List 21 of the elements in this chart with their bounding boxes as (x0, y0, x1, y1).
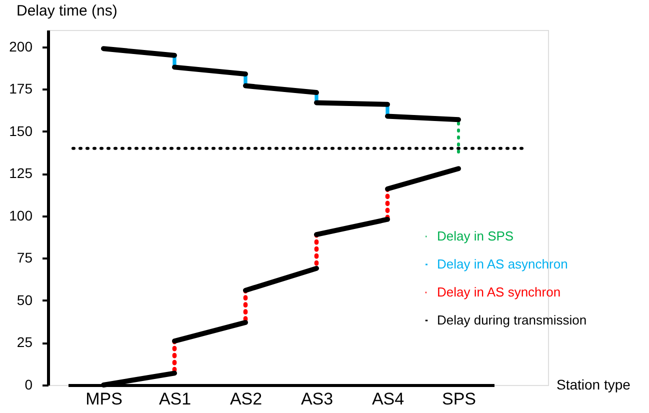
y-tick-label: 75 (16, 250, 33, 266)
y-tick-label: 175 (9, 80, 33, 97)
legend-label: Delay in AS synchron (437, 284, 561, 300)
x-tick-label: AS1 (158, 390, 192, 408)
y-tick-label: 100 (9, 207, 33, 224)
x-axis-title: Station type (556, 376, 631, 392)
y-axis-title: Delay time (ns) (16, 2, 118, 20)
legend-label: Delay in AS asynchron (437, 256, 568, 272)
x-tick-label: AS2 (230, 390, 262, 408)
x-tick-label: MPS (86, 390, 122, 408)
y-tick-label: 150 (9, 122, 33, 139)
y-tick-label: 200 (9, 38, 33, 54)
x-tick-label: SPS (442, 390, 476, 408)
x-tick-label: AS4 (372, 390, 404, 408)
y-tick-label: 50 (16, 292, 33, 308)
y-tick-label: 125 (9, 165, 33, 182)
legend-label: Delay in SPS (437, 228, 514, 244)
x-tick-label: AS3 (300, 390, 334, 408)
legend-label: Delay during transmission (437, 312, 587, 328)
y-tick-label: 25 (16, 334, 33, 350)
y-tick-label: 0 (24, 376, 33, 392)
